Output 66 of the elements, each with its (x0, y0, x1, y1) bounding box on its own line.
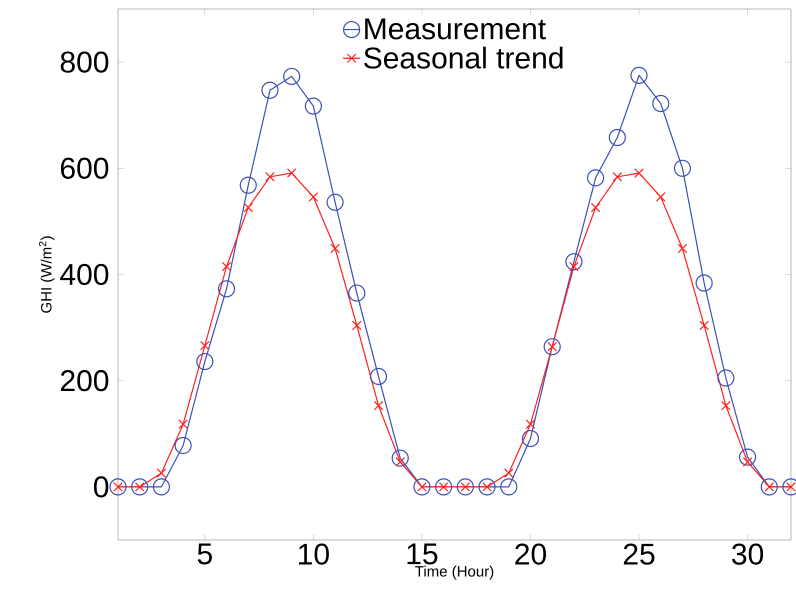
point (304, 98, 322, 115)
point (131, 478, 148, 496)
point (522, 430, 540, 448)
point (243, 202, 254, 212)
point (374, 400, 384, 410)
point (286, 168, 297, 178)
point (152, 478, 170, 496)
y-tick-label: 0 (94, 476, 108, 498)
point (630, 66, 648, 84)
x-tick-label: 5 (198, 544, 212, 564)
point (413, 478, 431, 496)
point (435, 478, 452, 496)
point (696, 274, 713, 292)
y-tick-label: 400 (60, 264, 108, 286)
point (565, 253, 582, 270)
point (352, 320, 362, 330)
point (218, 280, 236, 298)
point (678, 244, 688, 254)
point (370, 368, 388, 386)
y-tick-label: 800 (60, 51, 108, 73)
x-tick-label: 15 (408, 544, 438, 564)
point (738, 448, 756, 466)
legend-label: Seasonal trend (364, 46, 563, 69)
point (587, 169, 604, 186)
legend-label: Measurement (365, 18, 546, 40)
x-tick-label: 25 (624, 544, 654, 565)
point (760, 478, 778, 496)
point (392, 450, 409, 467)
point (608, 128, 626, 146)
point (200, 340, 210, 350)
y-axis-title: GHI (W/m$^{2}$) (38, 236, 55, 313)
point (456, 478, 474, 496)
point (330, 244, 340, 254)
point (222, 262, 232, 272)
point (717, 369, 734, 387)
point (178, 419, 188, 430)
point (500, 478, 518, 496)
point (308, 192, 318, 202)
point (544, 338, 561, 356)
point (652, 94, 670, 112)
point (656, 192, 666, 202)
x-tick-label: 30 (732, 544, 764, 565)
point (721, 400, 731, 410)
point (590, 202, 600, 212)
x-tick-label: 10 (298, 544, 329, 565)
point (326, 194, 344, 211)
point (283, 68, 300, 86)
point (526, 419, 536, 430)
x-axis-title: Time (Hour) (415, 566, 494, 580)
point (265, 172, 275, 182)
point (240, 176, 257, 194)
point (612, 172, 622, 182)
point (504, 468, 514, 478)
point (699, 320, 709, 330)
point (156, 468, 166, 478)
point (634, 168, 644, 178)
point (174, 436, 192, 454)
y-tick-label: 600 (60, 158, 108, 179)
point (478, 478, 496, 496)
point (674, 160, 692, 177)
point (261, 82, 279, 99)
point (196, 352, 214, 370)
y-tick-label: 200 (60, 370, 108, 392)
x-tick-label: 20 (515, 544, 546, 565)
point (109, 478, 127, 496)
point (348, 284, 366, 302)
